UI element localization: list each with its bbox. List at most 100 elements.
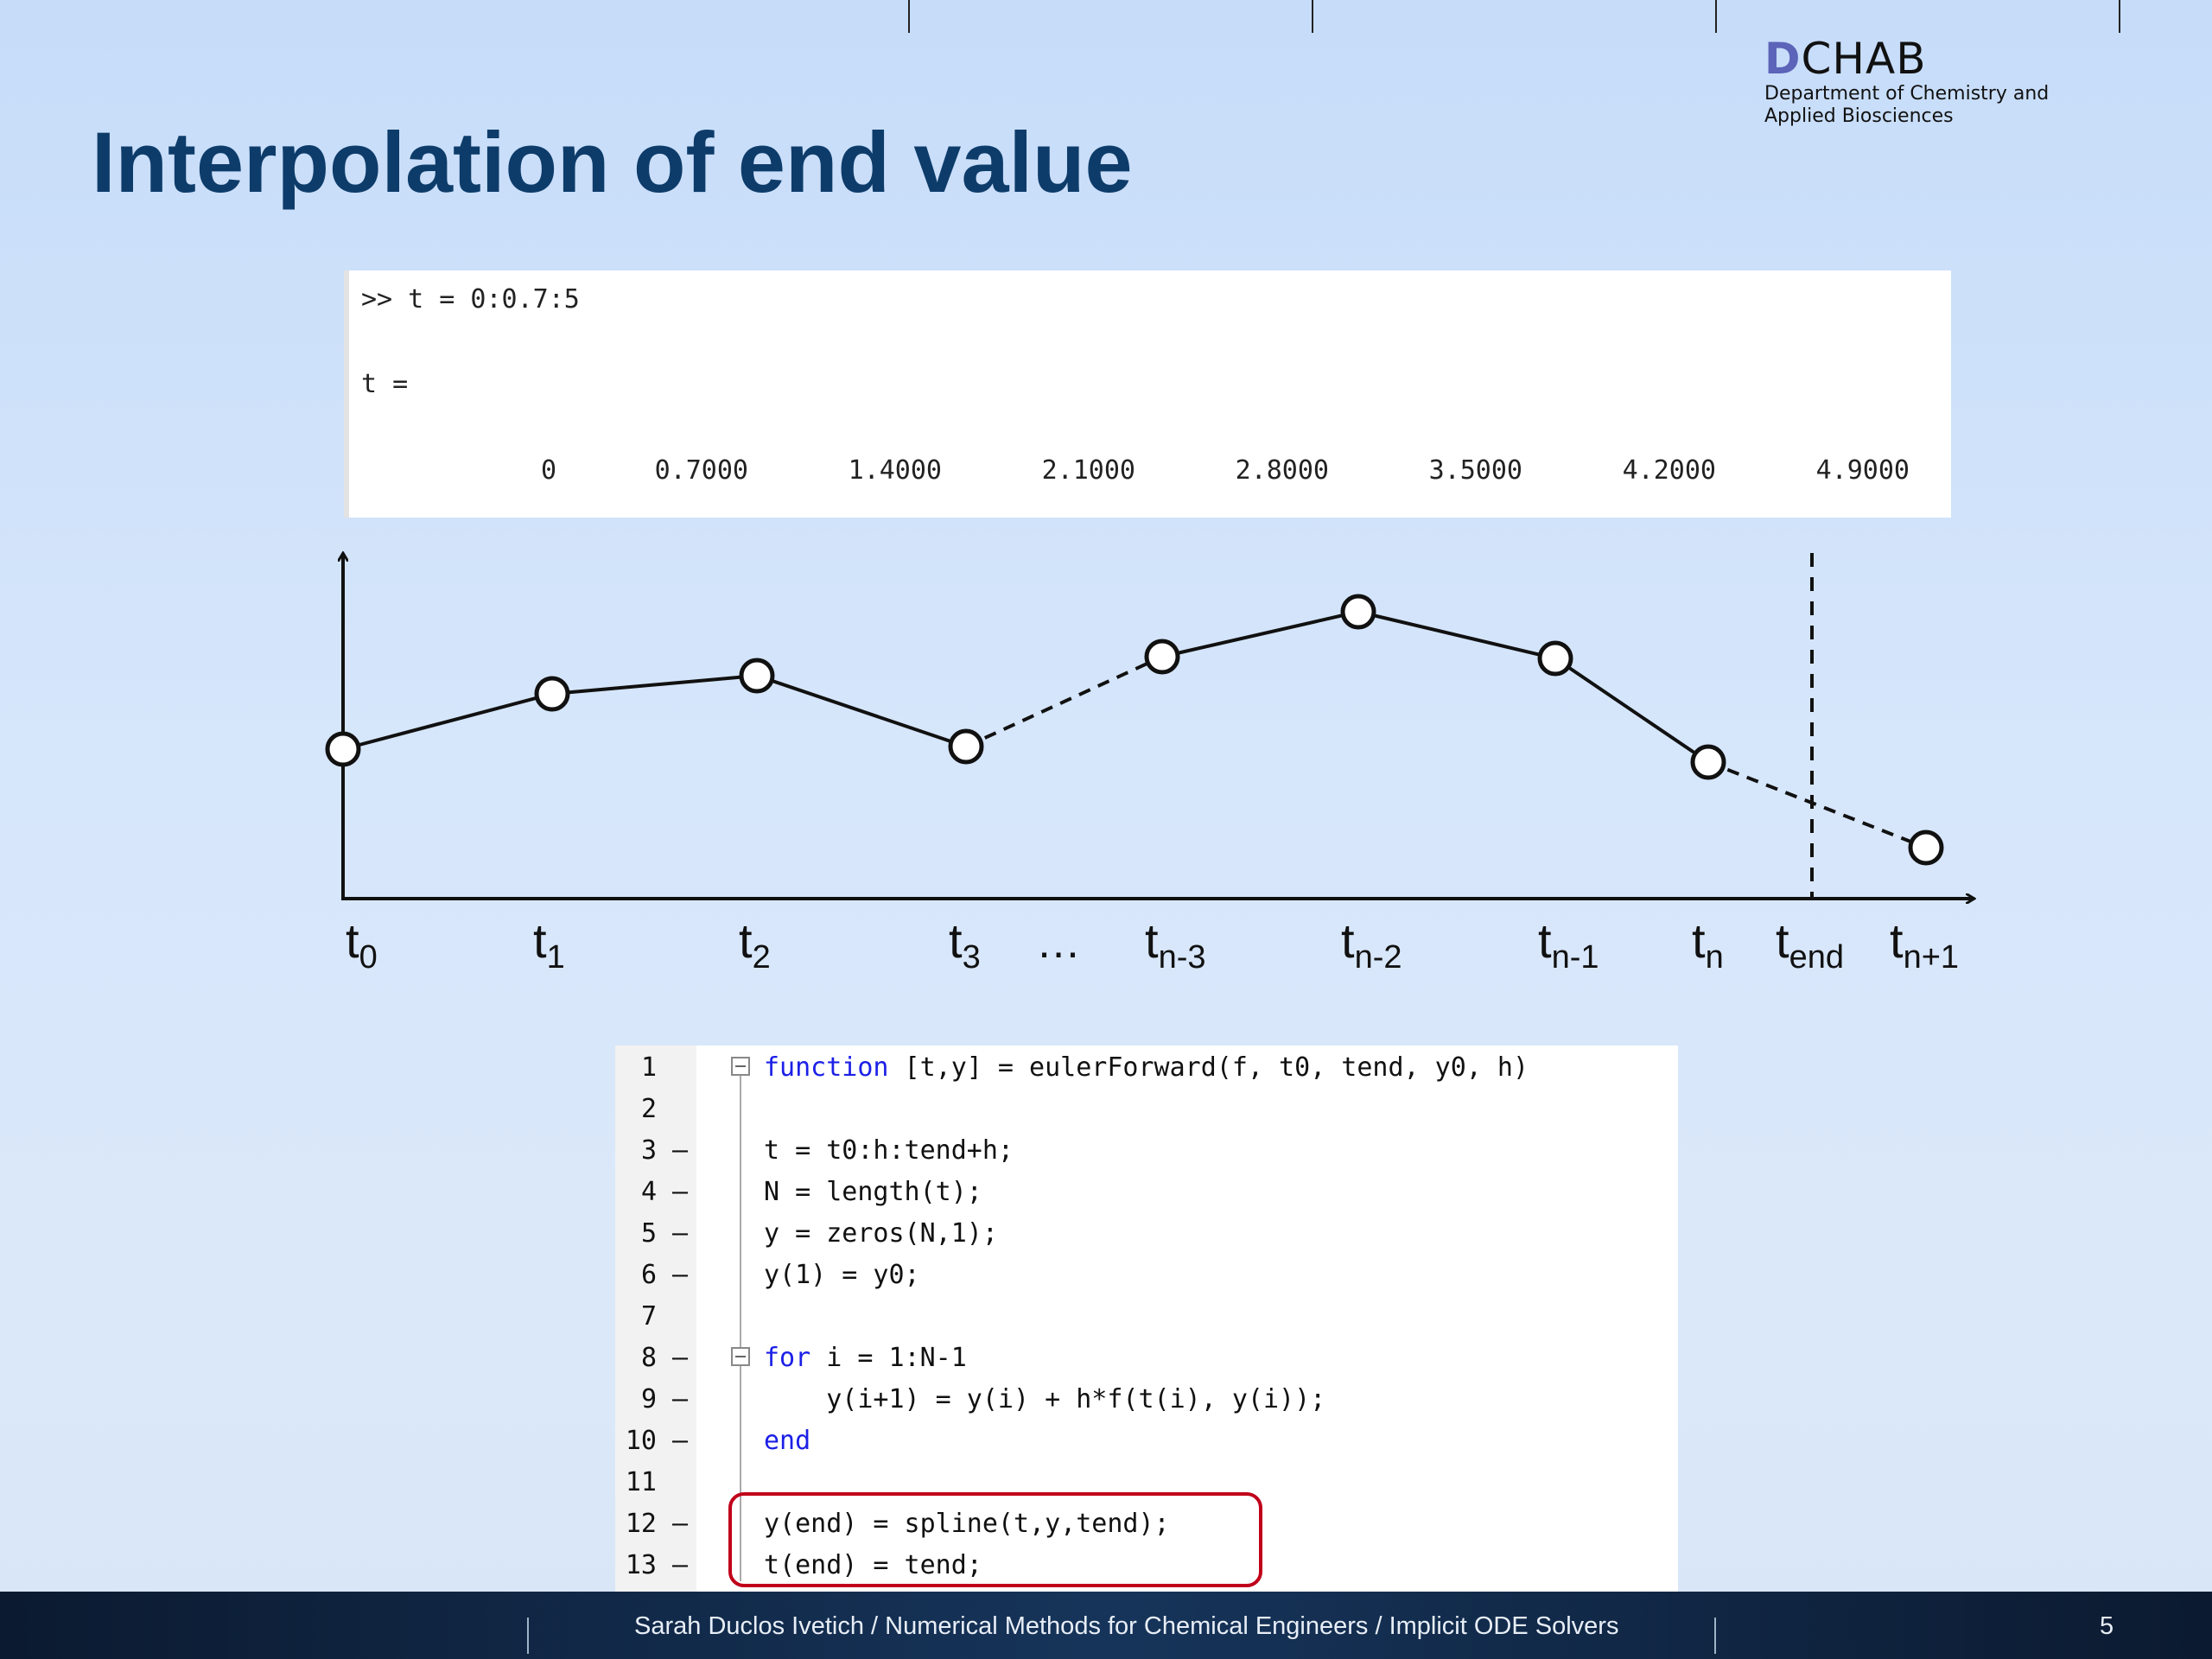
code-line-6: 6 – y(1) = y0;	[615, 1255, 1678, 1296]
segment	[756, 674, 967, 748]
console-value: 4.9000	[1815, 455, 1910, 486]
page-number: 5	[2100, 1612, 2114, 1640]
console-value: 2.1000	[1041, 455, 1135, 486]
line-number: 7	[640, 1301, 657, 1332]
code-line-4: 4 – N = length(t);	[615, 1172, 1678, 1213]
breakpoint-marker[interactable]: –	[672, 1260, 689, 1290]
fold-toggle-icon[interactable]	[731, 1057, 750, 1076]
code-line-7: 7	[615, 1296, 1678, 1338]
axis-label-tn+1: tn+1	[1890, 913, 1959, 976]
code-editor: 1 function [t,y] = eulerForward(f, t0, t…	[615, 1046, 1678, 1592]
segment-dashed	[1707, 760, 1927, 849]
console-var-line: t =	[361, 369, 409, 399]
axis-label-tend: tend	[1776, 913, 1844, 976]
header-tick	[2119, 0, 2120, 33]
console-value: 0.7000	[654, 455, 748, 486]
segment	[342, 692, 553, 751]
breakpoint-marker[interactable]: –	[672, 1343, 689, 1373]
data-point	[534, 676, 570, 712]
console-value: 0	[540, 455, 556, 486]
code-text: N = length(t);	[764, 1177, 982, 1207]
slide-title: Interpolation of end value	[92, 114, 1133, 210]
header-tick	[1312, 0, 1313, 33]
code-line-5: 5 – y = zeros(N,1);	[615, 1213, 1678, 1255]
segment	[551, 674, 758, 696]
code-text: t = t0:h:tend+h;	[764, 1135, 1014, 1166]
code-line-3: 3 – t = t0:h:tend+h;	[615, 1130, 1678, 1172]
code-line-8: 8 – for i = 1:N-1	[615, 1338, 1678, 1379]
line-number: 4	[640, 1177, 657, 1207]
line-number: 8	[640, 1343, 657, 1373]
data-point	[325, 731, 361, 767]
fold-guide-function	[740, 1075, 741, 1581]
highlight-box	[728, 1492, 1262, 1587]
segment	[1357, 610, 1556, 660]
segment	[1161, 610, 1359, 658]
data-point	[1144, 639, 1180, 675]
code-line-13: 13 – t(end) = tend;	[615, 1545, 1678, 1586]
code-text: y(end) = spline(t,y,tend);	[764, 1509, 1170, 1539]
breakpoint-marker[interactable]: –	[672, 1384, 689, 1414]
axis-label-t1: t1	[533, 913, 565, 976]
segment	[1554, 657, 1710, 764]
breakpoint-marker[interactable]: –	[672, 1509, 689, 1539]
header-tick	[908, 0, 910, 33]
line-number-gutter	[615, 1046, 696, 1592]
logo-mark-initial: D	[1764, 34, 1802, 84]
axis-label-tn-1: tn-1	[1538, 913, 1599, 976]
breakpoint-marker[interactable]: –	[672, 1550, 689, 1580]
fold-toggle-icon[interactable]	[731, 1347, 750, 1366]
footer-divider	[1714, 1618, 1716, 1654]
line-number: 1	[640, 1052, 657, 1083]
header-tick	[1715, 0, 1717, 33]
data-point	[1690, 744, 1726, 780]
interpolation-diagram: t0 t1 t2 t3 … tn-3 tn-2 tn-1 tn tend tn+…	[325, 0, 2212, 976]
logo-mark: DCHAB	[1764, 35, 2049, 83]
axis-label-ellipsis: …	[1036, 918, 1081, 968]
code-line-9: 9 – y(i+1) = y(i) + h*f(t(i), y(i));	[615, 1379, 1678, 1421]
footer-text: Sarah Duclos Ivetich / Numerical Methods…	[634, 1612, 1619, 1640]
axis-label-t2: t2	[739, 913, 771, 976]
line-number: 12	[625, 1509, 657, 1539]
code-text: t(end) = tend;	[764, 1550, 982, 1580]
logo-mark-rest: CHAB	[1801, 34, 1927, 84]
code-text: y(1) = y0;	[764, 1260, 920, 1290]
code-line-10: 10 – end	[615, 1421, 1678, 1462]
line-number: 5	[640, 1218, 657, 1249]
data-point	[1340, 594, 1376, 630]
console-value: 3.5000	[1428, 455, 1522, 486]
logo-line-1: Department of Chemistry and	[1764, 83, 2050, 105]
console-command: >> t = 0:0.7:5	[361, 284, 580, 315]
code-text: end	[764, 1426, 811, 1456]
console-value: 1.4000	[848, 455, 942, 486]
axis-label-tn: tn	[1692, 913, 1724, 976]
dchab-logo: DCHAB Department of Chemistry and Applie…	[1764, 35, 2049, 128]
line-number: 11	[625, 1467, 657, 1497]
breakpoint-marker[interactable]: –	[672, 1426, 689, 1456]
code-line-11: 11	[615, 1462, 1678, 1503]
footer-bar: Sarah Duclos Ivetich / Numerical Methods…	[0, 1592, 2212, 1659]
axis-label-tn-2: tn-2	[1341, 913, 1402, 976]
logo-line-2: Applied Biosciences	[1764, 105, 1954, 127]
breakpoint-marker[interactable]: –	[672, 1135, 689, 1166]
segment-dashed	[965, 655, 1163, 748]
breakpoint-marker[interactable]: –	[672, 1177, 689, 1207]
breakpoint-marker[interactable]: –	[672, 1218, 689, 1249]
axis-label-tn-3: tn-3	[1145, 913, 1205, 976]
line-number: 6	[640, 1260, 657, 1290]
code-line-1: 1 function [t,y] = eulerForward(f, t0, t…	[615, 1047, 1678, 1089]
axis-label-t0: t0	[346, 913, 378, 976]
line-number: 10	[625, 1426, 657, 1456]
line-number: 3	[640, 1135, 657, 1166]
code-text: y = zeros(N,1);	[764, 1218, 998, 1249]
axis-label-t3: t3	[949, 913, 981, 976]
code-text: y(i+1) = y(i) + h*f(t(i), y(i));	[764, 1384, 1326, 1414]
data-point	[1537, 640, 1573, 677]
line-number: 2	[640, 1094, 657, 1124]
code-text: function [t,y] = eulerForward(f, t0, ten…	[764, 1052, 1529, 1083]
footer-divider	[527, 1618, 529, 1654]
console-value: 2.8000	[1235, 455, 1329, 486]
code-line-12: 12 – y(end) = spline(t,y,tend);	[615, 1503, 1678, 1545]
console-output: >> t = 0:0.7:5 t = 0 0.7000 1.4000 2.100…	[344, 270, 1951, 518]
data-point	[948, 728, 984, 765]
